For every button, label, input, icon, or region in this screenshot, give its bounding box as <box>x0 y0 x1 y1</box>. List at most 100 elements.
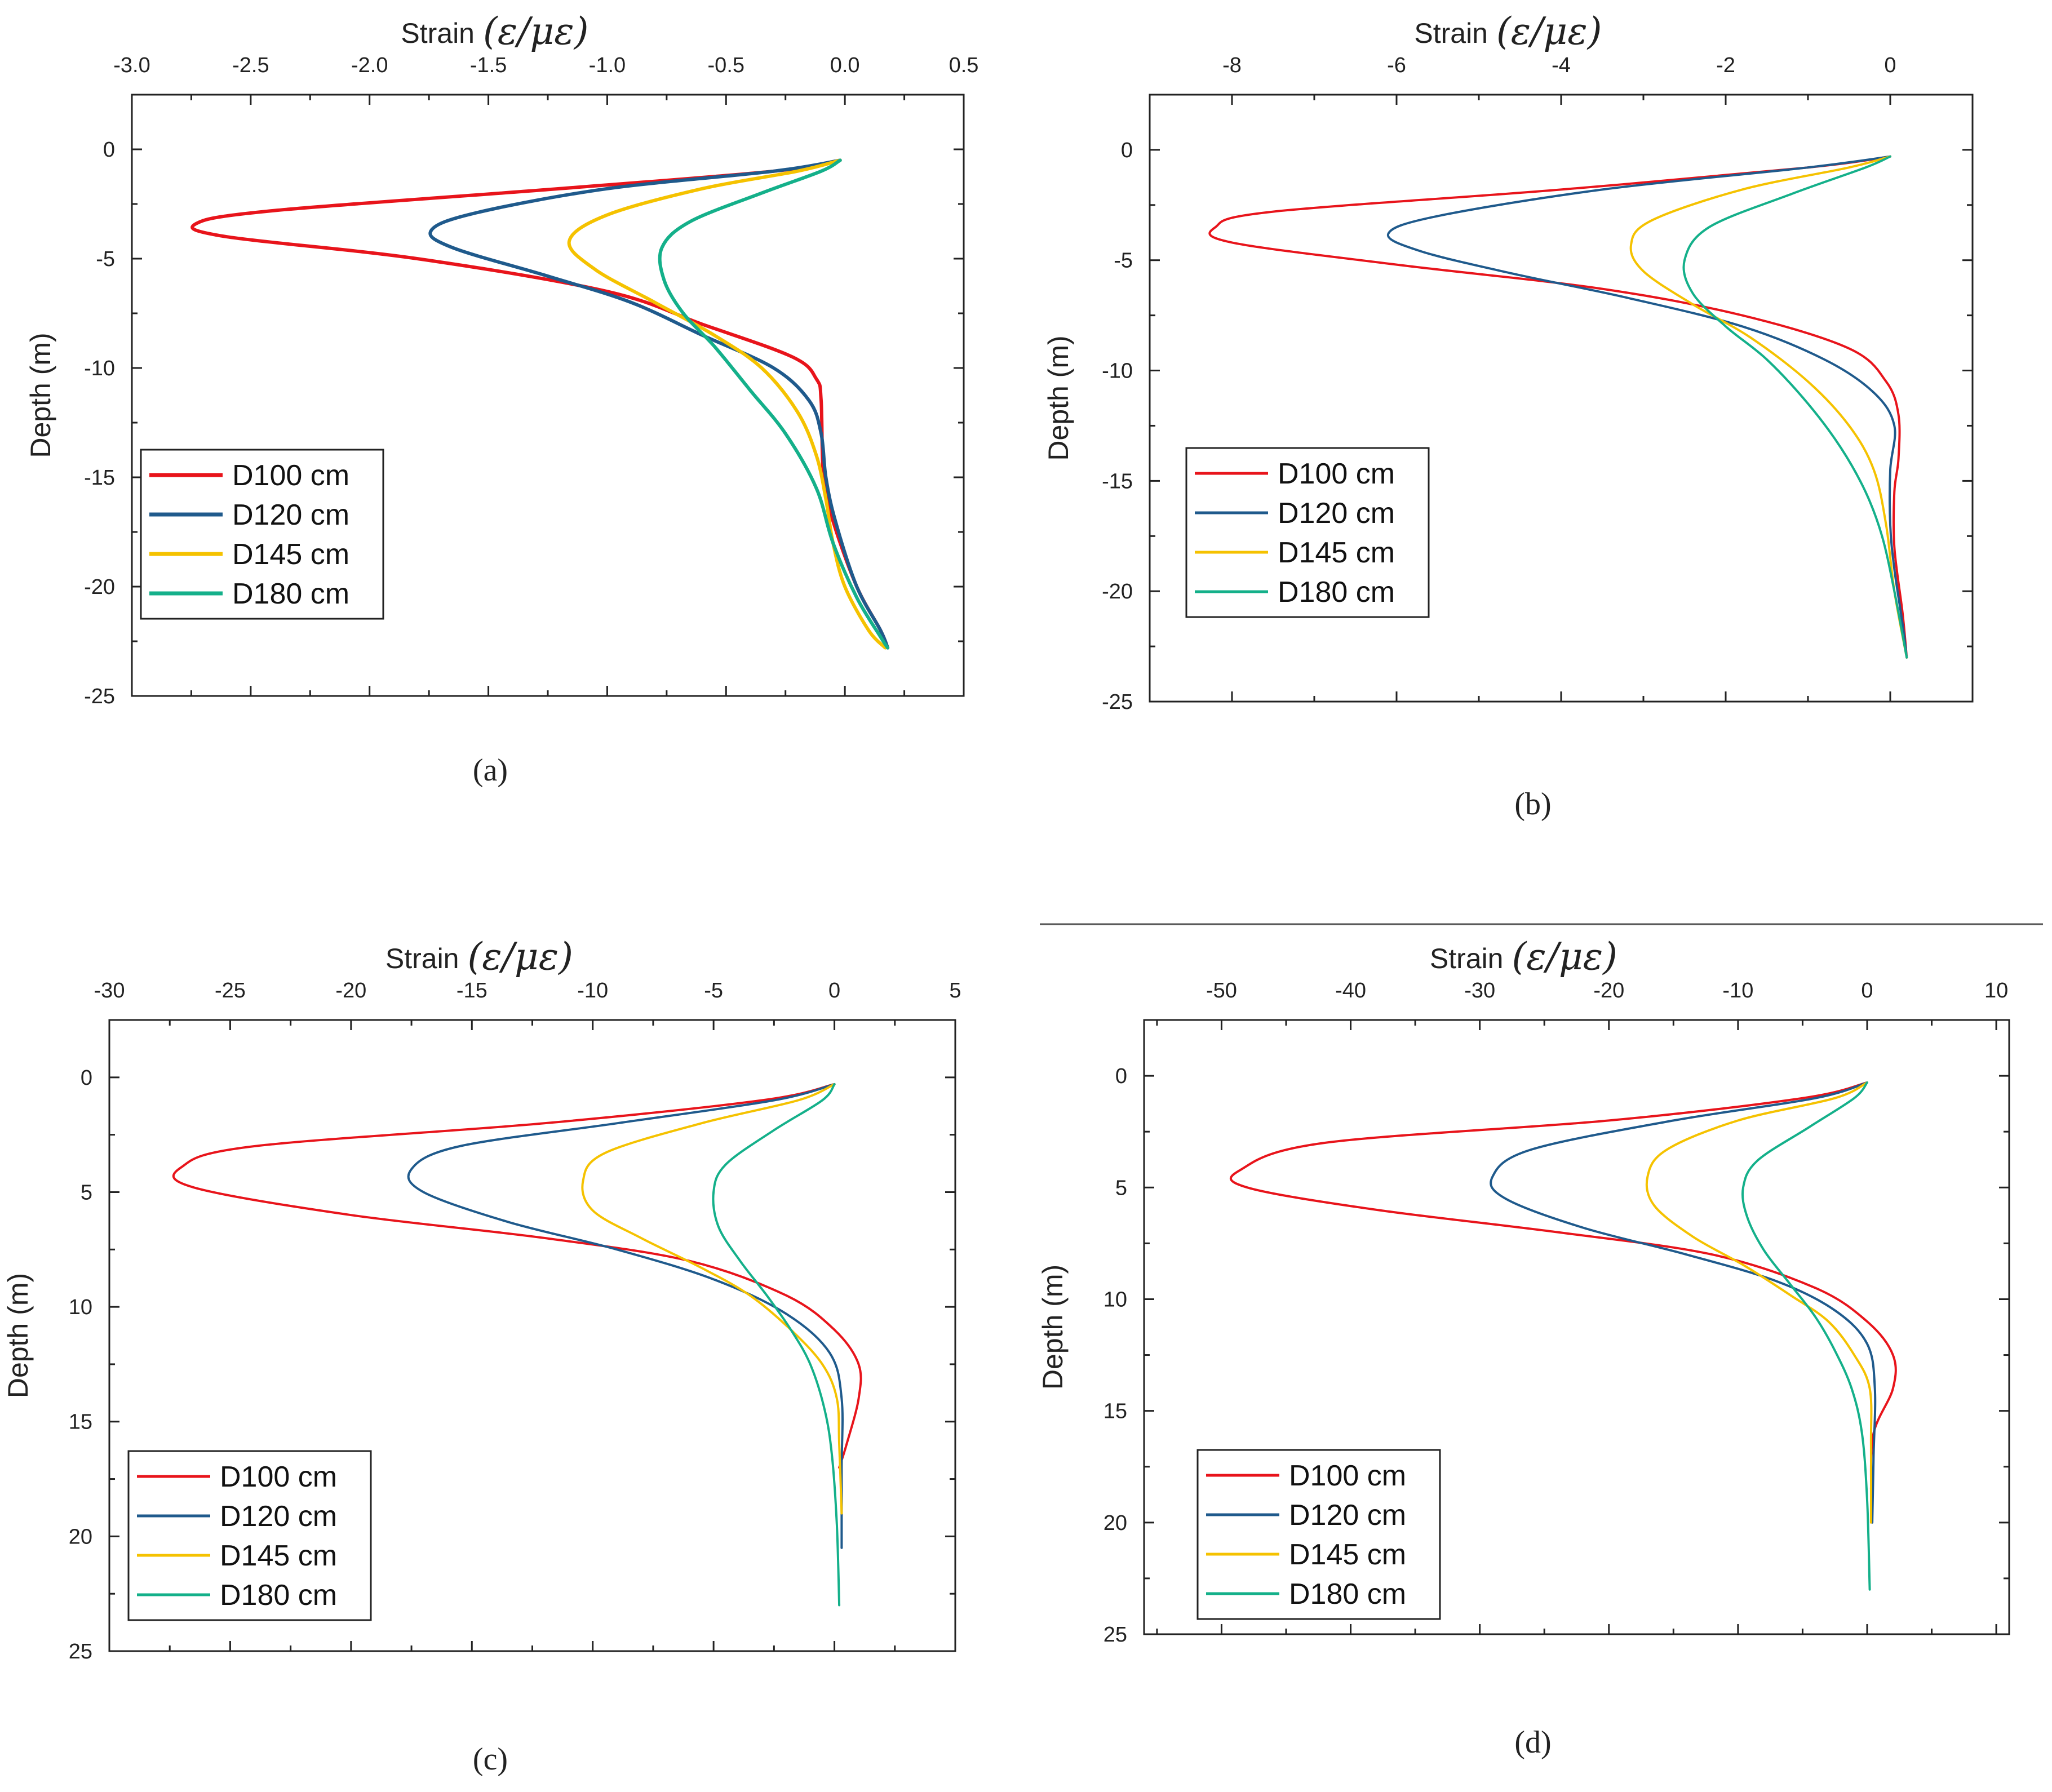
panel-caption: (d) <box>1514 1725 1551 1760</box>
x-tick-label: 0.0 <box>830 54 860 77</box>
x-tick-label: -2.5 <box>232 54 269 77</box>
y-axis-title: Depth (m) <box>1043 335 1074 460</box>
legend-label: D120 cm <box>1278 497 1395 530</box>
y-tick-label: -25 <box>84 685 115 708</box>
y-tick-label: 0 <box>81 1066 92 1090</box>
x-tick-label: 0 <box>828 979 840 1003</box>
y-tick-label: 0 <box>1115 1064 1127 1088</box>
y-tick-label: -15 <box>84 466 115 490</box>
series-line-d145-cm <box>567 158 887 650</box>
y-tick-label: -20 <box>84 575 115 599</box>
chart-d: -50 -40 -30 -20 -10 0 10 0 5 10 15 20 25 Strain (ε/με)… <box>1037 935 2010 1760</box>
y-tick-label: -25 <box>1102 690 1133 714</box>
y-axis-title: Depth (m) <box>2 1273 34 1398</box>
legend-box <box>140 449 384 620</box>
y-tick-label: -20 <box>1102 580 1133 604</box>
x-tick-label: -10 <box>1722 979 1753 1003</box>
y-tick-label: 10 <box>69 1296 92 1319</box>
panel-caption: (c) <box>473 1742 508 1777</box>
x-tick-label: -30 <box>94 979 125 1003</box>
x-tick-label: -5 <box>704 979 723 1003</box>
x-tick-label: -2 <box>1716 54 1735 77</box>
legend-label: D145 cm <box>1278 536 1395 569</box>
legend-label: D100 cm <box>220 1461 337 1493</box>
series-line-d120-cm <box>407 1083 844 1549</box>
x-tick-label: -20 <box>335 979 366 1003</box>
y-tick-label: 20 <box>69 1525 92 1549</box>
x-tick-label: -50 <box>1206 979 1237 1003</box>
series-line-d180-cm <box>1682 155 1908 659</box>
y-tick-label: 0 <box>103 138 115 162</box>
y-tick-label: 0 <box>1121 139 1133 162</box>
x-tick-label: 0 <box>1861 979 1873 1003</box>
chart-c: -30 -25 -20 -15 -10 -5 0 5 0 5 10 15 20 25 Strain (ε/με… <box>2 935 961 1777</box>
x-axis-title: Strain <box>1414 17 1488 49</box>
series-line-d180-cm <box>658 158 890 650</box>
legend-label: D180 cm <box>1278 576 1395 609</box>
x-tick-label: -4 <box>1552 54 1571 77</box>
x-tick-label: -40 <box>1335 979 1366 1003</box>
legend-label: D145 cm <box>232 538 349 571</box>
legend-label: D145 cm <box>220 1540 337 1572</box>
legend-box <box>1196 1449 1441 1620</box>
x-tick-label: -6 <box>1387 54 1406 77</box>
y-tick-label: -10 <box>84 357 115 380</box>
series-line-d180-cm <box>1741 1081 1871 1591</box>
x-axis-unit: (ε/με) <box>1496 10 1602 53</box>
series-line-d120-cm <box>428 158 890 650</box>
x-tick-label: -10 <box>577 979 608 1003</box>
series-line-d100-cm <box>1229 1081 1897 1491</box>
legend-label: D120 cm <box>232 499 349 531</box>
x-axis-unit: (ε/με) <box>483 10 588 53</box>
x-axis-title: Strain <box>1430 943 1504 974</box>
legend-label: D180 cm <box>220 1579 337 1612</box>
y-tick-label: 15 <box>69 1410 92 1434</box>
series-line-d100-cm <box>1208 155 1908 659</box>
y-tick-label: 25 <box>1103 1623 1127 1647</box>
y-tick-label: -15 <box>1102 469 1133 493</box>
x-tick-label: -2.0 <box>351 54 388 77</box>
x-axis-unit: (ε/με) <box>468 935 573 978</box>
x-axis-title: Strain <box>385 943 459 974</box>
series-line-d100-cm <box>172 1083 862 1469</box>
y-tick-label: 25 <box>69 1640 92 1664</box>
y-tick-label: 20 <box>1103 1511 1127 1535</box>
legend-label: D100 cm <box>1289 1460 1406 1492</box>
y-tick-label: -5 <box>96 247 115 271</box>
x-tick-label: -1.0 <box>589 54 626 77</box>
series-line-d120-cm <box>1386 155 1908 659</box>
legend-label: D120 cm <box>220 1500 337 1533</box>
x-tick-label: -8 <box>1222 54 1242 77</box>
x-tick-label: -15 <box>457 979 487 1003</box>
y-tick-label: 5 <box>81 1181 92 1204</box>
panel-caption: (b) <box>1514 787 1551 822</box>
x-tick-label: 5 <box>949 979 961 1003</box>
x-tick-label: -0.5 <box>708 54 744 77</box>
x-tick-label: -25 <box>215 979 246 1003</box>
x-tick-label: 0 <box>1884 54 1896 77</box>
panel-caption: (a) <box>473 753 508 788</box>
series-line-d145-cm <box>581 1083 843 1515</box>
x-tick-label: 10 <box>1984 979 2008 1003</box>
x-axis-unit: (ε/με) <box>1512 935 1617 978</box>
legend-label: D120 cm <box>1289 1499 1406 1532</box>
y-axis-title: Depth (m) <box>25 332 56 458</box>
chart-a: -3.0 -2.5 -2.0 -1.5 -1.0 -0.5 0.0 0.5 0 -5 -10 -15 -… <box>25 10 978 788</box>
x-tick-label: -30 <box>1464 979 1495 1003</box>
y-tick-label: 15 <box>1103 1400 1127 1423</box>
legend-label: D100 cm <box>232 459 349 492</box>
series-line-d145-cm <box>1629 155 1908 659</box>
y-tick-label: -5 <box>1114 249 1133 273</box>
series-line-d120-cm <box>1490 1081 1877 1524</box>
legend-box <box>127 1450 372 1621</box>
plot-frame <box>1143 1019 2010 1635</box>
series-line-d145-cm <box>1645 1081 1873 1524</box>
legend-label: D145 cm <box>1289 1538 1406 1571</box>
x-tick-label: -1.5 <box>470 54 507 77</box>
legend-label: D180 cm <box>1289 1578 1406 1611</box>
x-axis-title: Strain <box>401 17 475 49</box>
y-tick-label: -10 <box>1102 360 1133 383</box>
legend-label: D180 cm <box>232 578 349 610</box>
